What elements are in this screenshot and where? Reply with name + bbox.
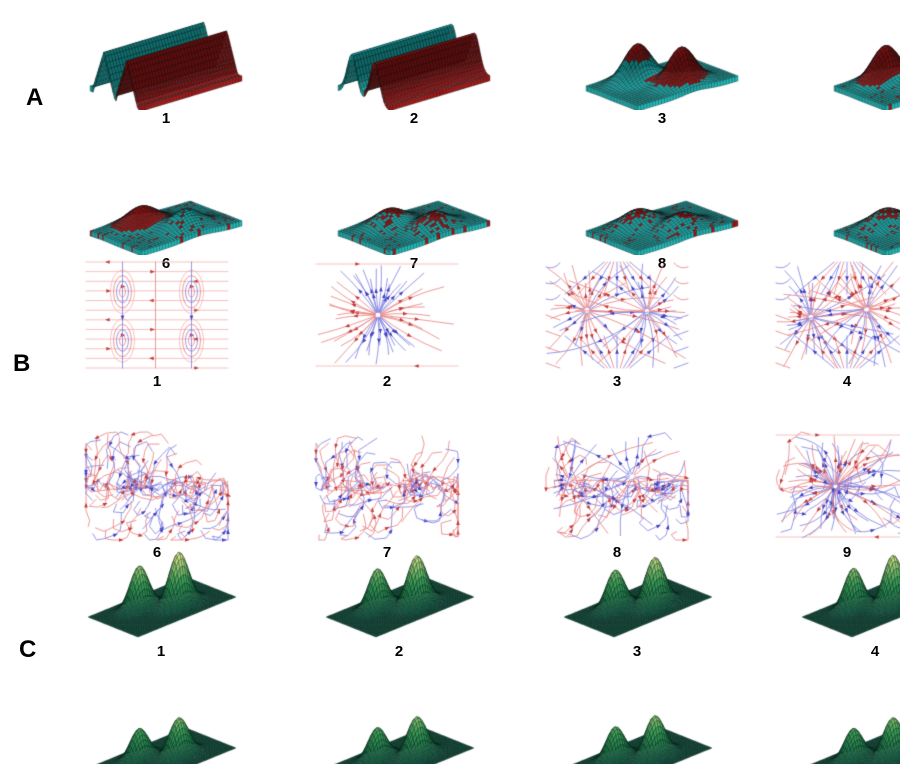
surface-plot-canvas-a9 — [826, 165, 900, 255]
subplot-b9: 9 — [772, 428, 900, 561]
subplot-a1: 1 — [82, 20, 250, 127]
surface-plot-canvas-c8 — [558, 698, 716, 764]
streamline-plot-canvas-b8 — [542, 428, 692, 544]
subplot-b3: 3 — [542, 257, 692, 390]
subplot-number: 2 — [394, 643, 404, 660]
subplot-a4: 4 — [826, 20, 900, 127]
streamline-plot-canvas-b4 — [772, 257, 900, 373]
surface-plot-canvas-a6 — [82, 165, 250, 255]
subplot-b2: 2 — [312, 257, 462, 390]
panel-c-row-2: 6 7 8 9 10 — [42, 682, 900, 764]
panel-a-row-1: 1 2 3 4 5 — [42, 4, 900, 143]
panel-label-a: A — [26, 84, 44, 111]
subplot-b7: 7 — [312, 428, 462, 561]
surface-plot-canvas-c4 — [796, 547, 900, 643]
subplot-c2: 2 — [320, 547, 478, 660]
streamline-plot-canvas-b3 — [542, 257, 692, 373]
surface-plot-canvas-c7 — [320, 698, 478, 764]
subplot-number: 1 — [152, 373, 162, 390]
panel-c-row-1: 1 2 3 4 5 — [42, 531, 900, 676]
streamline-plot-canvas-b6 — [82, 428, 232, 544]
surface-plot-canvas-a1 — [82, 20, 250, 110]
panel-b-row-2: 6 7 8 9 10 — [42, 412, 900, 577]
surface-plot-canvas-a8 — [578, 165, 746, 255]
panel-b-row-1: 1 2 3 4 5 — [42, 241, 900, 406]
subplot-c1: 1 — [82, 547, 240, 660]
subplot-c7: 7 — [320, 698, 478, 764]
subplot-a6: 6 — [82, 165, 250, 272]
subplot-number: 2 — [409, 110, 419, 127]
surface-plot-canvas-c9 — [796, 698, 900, 764]
subplot-number: 1 — [161, 110, 171, 127]
subplot-a3: 3 — [578, 20, 746, 127]
subplot-c8: 8 — [558, 698, 716, 764]
panel-b: 1 2 3 4 5 6 7 8 9 10 — [42, 241, 900, 577]
subplot-c6: 6 — [82, 698, 240, 764]
surface-plot-canvas-a4 — [826, 20, 900, 110]
subplot-a9: 9 — [826, 165, 900, 272]
surface-plot-canvas-a7 — [330, 165, 498, 255]
subplot-number: 3 — [657, 110, 667, 127]
streamline-plot-canvas-b2 — [312, 257, 462, 373]
subplot-a7: 7 — [330, 165, 498, 272]
surface-plot-canvas-c2 — [320, 547, 478, 643]
subplot-b6: 6 — [82, 428, 232, 561]
subplot-c4: 4 — [796, 547, 900, 660]
subplot-number: 4 — [842, 373, 852, 390]
subplot-c3: 3 — [558, 547, 716, 660]
panel-label-b: B — [13, 350, 31, 377]
subplot-number: 2 — [382, 373, 392, 390]
surface-plot-canvas-a2 — [330, 20, 498, 110]
subplot-number: 1 — [156, 643, 166, 660]
panel-c: 1 2 3 4 5 6 7 8 9 10 — [42, 531, 900, 764]
streamline-plot-canvas-b7 — [312, 428, 462, 544]
subplot-c9: 9 — [796, 698, 900, 764]
panel-label-c: C — [19, 636, 37, 663]
streamline-plot-canvas-b9 — [772, 428, 900, 544]
subplot-a2: 2 — [330, 20, 498, 127]
surface-plot-canvas-a3 — [578, 20, 746, 110]
surface-plot-canvas-c6 — [82, 698, 240, 764]
subplot-number: 3 — [612, 373, 622, 390]
subplot-number: 3 — [632, 643, 642, 660]
subplot-number: 4 — [870, 643, 880, 660]
subplot-b8: 8 — [542, 428, 692, 561]
streamline-plot-canvas-b1 — [82, 257, 232, 373]
subplot-b1: 1 — [82, 257, 232, 390]
surface-plot-canvas-c1 — [82, 547, 240, 643]
surface-plot-canvas-c3 — [558, 547, 716, 643]
subplot-b4: 4 — [772, 257, 900, 390]
